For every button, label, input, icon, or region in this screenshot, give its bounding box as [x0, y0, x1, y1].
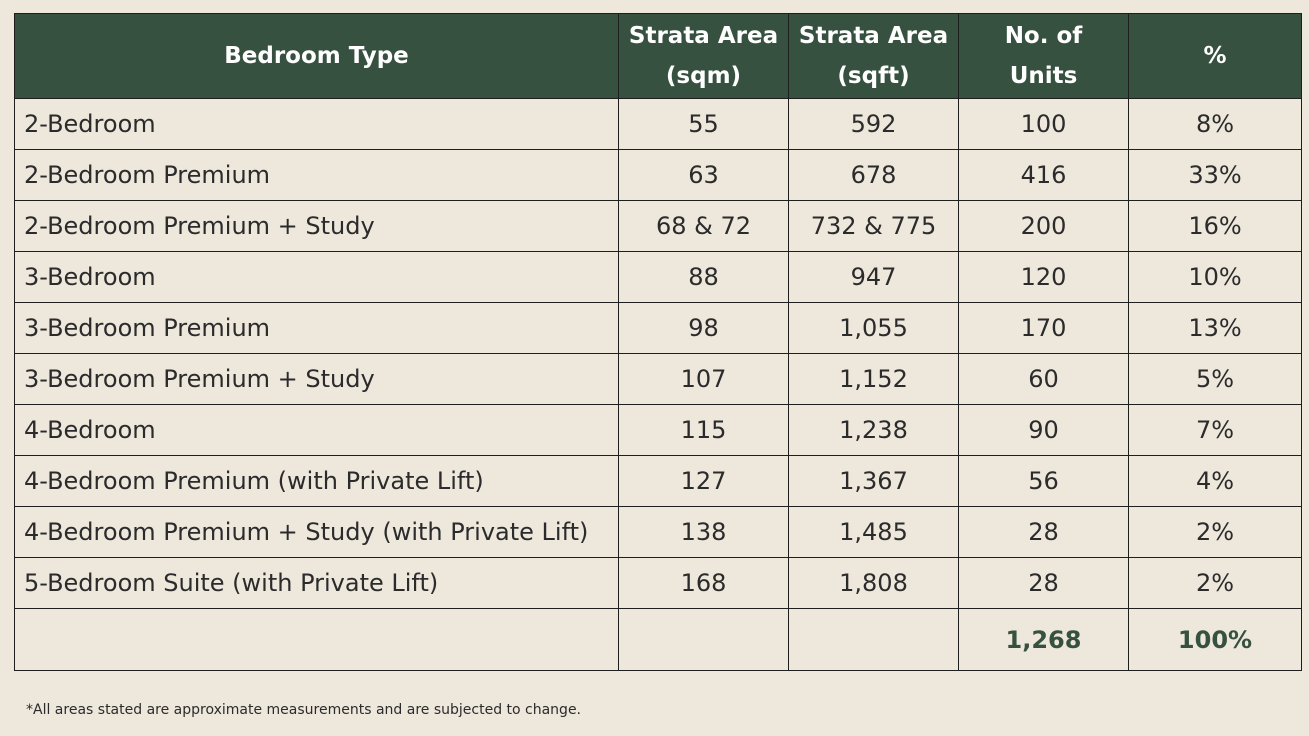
footnote: *All areas stated are approximate measur… — [26, 702, 582, 718]
strata-sqm-cell: 168 — [618, 557, 789, 609]
bedroom-type-cell: 3-Bedroom — [14, 251, 619, 303]
strata-sqft-cell: 592 — [788, 98, 959, 150]
strata-sqft-cell: 1,808 — [788, 557, 959, 609]
strata-sqm-cell: 98 — [618, 302, 789, 354]
strata-sqft-cell: 732 & 775 — [788, 200, 959, 252]
total-percent-cell: 100% — [1128, 608, 1302, 671]
units-cell: 416 — [958, 149, 1129, 201]
units-cell: 28 — [958, 557, 1129, 609]
table-row: 5-Bedroom Suite (with Private Lift) 168 1,… — [14, 557, 1302, 609]
table-row: 4-Bedroom Premium + Study (with Private … — [14, 506, 1302, 558]
strata-sqm-cell: 68 & 72 — [618, 200, 789, 252]
strata-sqft-cell: 1,152 — [788, 353, 959, 405]
units-cell: 56 — [958, 455, 1129, 507]
percent-cell: 13% — [1128, 302, 1302, 354]
units-cell: 200 — [958, 200, 1129, 252]
bedroom-type-cell: 3-Bedroom Premium — [14, 302, 619, 354]
header-bedroom-type: Bedroom Type — [14, 13, 619, 99]
header-percent: % — [1128, 13, 1302, 99]
bedroom-type-cell: 2-Bedroom — [14, 98, 619, 150]
header-no-of-units: No. of Units — [958, 13, 1129, 99]
table-row: 2-Bedroom 55 592 100 8% — [14, 98, 1302, 150]
bedroom-type-cell: 3-Bedroom Premium + Study — [14, 353, 619, 405]
strata-sqft-cell: 1,485 — [788, 506, 959, 558]
strata-sqft-cell: 1,367 — [788, 455, 959, 507]
strata-sqft-cell: 678 — [788, 149, 959, 201]
bedroom-type-cell: 4-Bedroom Premium (with Private Lift) — [14, 455, 619, 507]
percent-cell: 4% — [1128, 455, 1302, 507]
total-strata-sqft-cell — [788, 608, 959, 671]
total-units-cell: 1,268 — [958, 608, 1129, 671]
table-row: 4-Bedroom 115 1,238 90 7% — [14, 404, 1302, 456]
strata-sqm-cell: 127 — [618, 455, 789, 507]
strata-sqm-cell: 63 — [618, 149, 789, 201]
bedroom-type-cell: 4-Bedroom Premium + Study (with Private … — [14, 506, 619, 558]
percent-cell: 33% — [1128, 149, 1302, 201]
strata-sqm-cell: 115 — [618, 404, 789, 456]
units-cell: 60 — [958, 353, 1129, 405]
bedroom-type-cell: 5-Bedroom Suite (with Private Lift) — [14, 557, 619, 609]
table-row: 3-Bedroom Premium + Study 107 1,152 60 5% — [14, 353, 1302, 405]
strata-sqft-cell: 947 — [788, 251, 959, 303]
total-strata-sqm-cell — [618, 608, 789, 671]
percent-cell: 16% — [1128, 200, 1302, 252]
table-total-row: 1,268 100% — [14, 608, 1302, 671]
percent-cell: 5% — [1128, 353, 1302, 405]
percent-cell: 2% — [1128, 557, 1302, 609]
units-cell: 120 — [958, 251, 1129, 303]
table-row: 3-Bedroom Premium 98 1,055 170 13% — [14, 302, 1302, 354]
header-strata-area-sqm: Strata Area (sqm) — [618, 13, 789, 99]
bedroom-type-cell: 2-Bedroom Premium — [14, 149, 619, 201]
strata-sqm-cell: 55 — [618, 98, 789, 150]
percent-cell: 7% — [1128, 404, 1302, 456]
header-strata-area-sqft: Strata Area (sqft) — [788, 13, 959, 99]
unit-mix-table: Bedroom Type Strata Area (sqm) Strata Are… — [14, 13, 1302, 671]
units-cell: 100 — [958, 98, 1129, 150]
percent-cell: 2% — [1128, 506, 1302, 558]
percent-cell: 10% — [1128, 251, 1302, 303]
percent-cell: 8% — [1128, 98, 1302, 150]
strata-sqft-cell: 1,238 — [788, 404, 959, 456]
table-row: 2-Bedroom Premium 63 678 416 33% — [14, 149, 1302, 201]
table-row: 2-Bedroom Premium + Study 68 & 72 732 & 77… — [14, 200, 1302, 252]
total-bedroom-type-cell — [14, 608, 619, 671]
bedroom-type-cell: 2-Bedroom Premium + Study — [14, 200, 619, 252]
strata-sqft-cell: 1,055 — [788, 302, 959, 354]
units-cell: 28 — [958, 506, 1129, 558]
strata-sqm-cell: 138 — [618, 506, 789, 558]
strata-sqm-cell: 107 — [618, 353, 789, 405]
strata-sqm-cell: 88 — [618, 251, 789, 303]
bedroom-type-cell: 4-Bedroom — [14, 404, 619, 456]
table-row: 4-Bedroom Premium (with Private Lift) 127… — [14, 455, 1302, 507]
units-cell: 170 — [958, 302, 1129, 354]
table-body: 2-Bedroom 55 592 100 8% 2-Bedroom Premium 63 67… — [14, 98, 1302, 671]
units-cell: 90 — [958, 404, 1129, 456]
table-header-row: Bedroom Type Strata Area (sqm) Strata Are… — [14, 13, 1302, 99]
table-row: 3-Bedroom 88 947 120 10% — [14, 251, 1302, 303]
